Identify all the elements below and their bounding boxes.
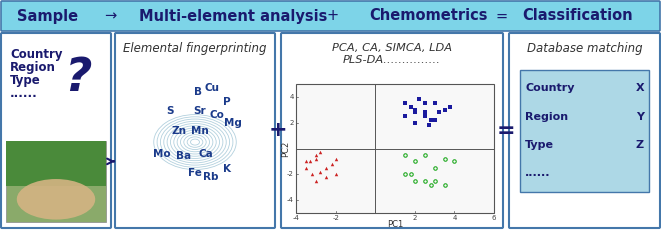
Bar (296, 84, 494, 213)
Ellipse shape (17, 179, 95, 220)
Text: B: B (194, 87, 202, 97)
Text: →: → (104, 9, 116, 24)
Text: Y: Y (636, 112, 644, 122)
Text: Zn: Zn (172, 125, 186, 136)
FancyBboxPatch shape (520, 70, 649, 191)
Text: PLS-DA……………: PLS-DA…………… (343, 55, 441, 65)
Text: Cu: Cu (205, 83, 220, 93)
Text: Sample: Sample (17, 9, 79, 24)
Text: Elemental fingerprinting: Elemental fingerprinting (123, 42, 267, 55)
FancyBboxPatch shape (115, 33, 275, 228)
Text: =: = (496, 121, 516, 140)
Text: Fe: Fe (188, 168, 202, 178)
Text: -4: -4 (293, 215, 299, 221)
Text: S: S (166, 106, 173, 116)
FancyBboxPatch shape (1, 33, 111, 228)
Text: ?: ? (64, 56, 92, 101)
Text: +: + (268, 121, 288, 140)
Text: -4: -4 (287, 197, 294, 203)
Text: Mg: Mg (224, 118, 242, 128)
Text: PC1: PC1 (387, 220, 403, 229)
Text: PCA, CA, SIMCA, LDA: PCA, CA, SIMCA, LDA (332, 43, 452, 53)
Text: Co: Co (210, 110, 225, 120)
Text: 6: 6 (492, 215, 496, 221)
FancyBboxPatch shape (509, 33, 660, 228)
Text: -2: -2 (287, 171, 294, 177)
FancyBboxPatch shape (1, 1, 660, 31)
Text: Mo: Mo (153, 149, 171, 159)
Text: Classification: Classification (523, 9, 633, 24)
Text: =: = (496, 9, 508, 24)
Text: Sr: Sr (194, 106, 206, 116)
Text: Mn: Mn (191, 125, 209, 136)
Text: Region: Region (10, 61, 56, 74)
Text: Database matching: Database matching (527, 42, 642, 55)
Text: ......: ...... (525, 168, 551, 178)
Text: Z: Z (636, 140, 644, 150)
Text: Type: Type (10, 74, 41, 87)
Text: Country: Country (10, 48, 63, 61)
Text: Ba: Ba (176, 151, 192, 161)
Text: Chemometrics: Chemometrics (369, 9, 487, 24)
Text: P: P (223, 97, 231, 106)
Text: ......: ...... (10, 87, 38, 100)
Text: 4: 4 (290, 94, 294, 100)
Text: 2: 2 (412, 215, 417, 221)
Text: X: X (635, 83, 644, 93)
Bar (6, 141, 106, 222)
Text: 4: 4 (452, 215, 457, 221)
Text: PC2: PC2 (281, 140, 290, 157)
FancyBboxPatch shape (281, 33, 503, 228)
Text: Multi-element analysis: Multi-element analysis (139, 9, 327, 24)
Text: K: K (223, 164, 231, 174)
Text: +: + (327, 9, 339, 24)
Text: Region: Region (525, 112, 568, 122)
Bar (6, 141, 106, 185)
Text: Country: Country (525, 83, 574, 93)
Text: Rb: Rb (203, 172, 219, 182)
Text: Ca: Ca (199, 149, 214, 159)
Text: 2: 2 (290, 120, 294, 126)
Text: -2: -2 (332, 215, 339, 221)
Text: Type: Type (525, 140, 554, 150)
